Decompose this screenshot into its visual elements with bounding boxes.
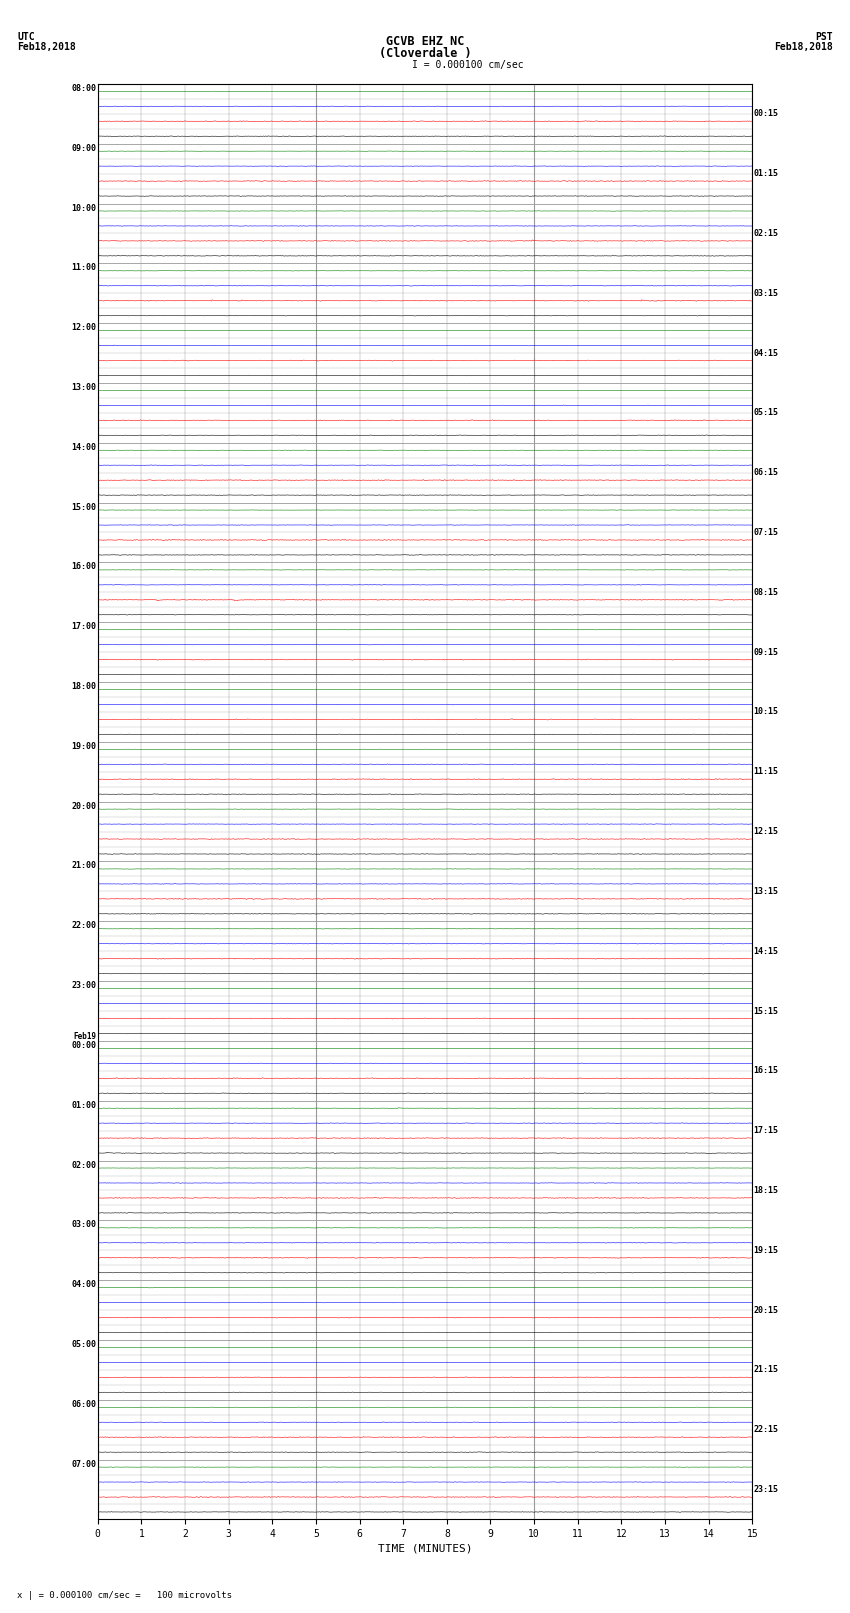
Text: Feb18,2018: Feb18,2018 [17,42,76,52]
Text: 01:00: 01:00 [71,1100,96,1110]
Text: 15:15: 15:15 [754,1007,779,1016]
Text: 09:15: 09:15 [754,648,779,656]
Text: GCVB EHZ NC: GCVB EHZ NC [386,35,464,48]
Text: 04:00: 04:00 [71,1281,96,1289]
Text: 14:00: 14:00 [71,442,96,452]
Text: 03:15: 03:15 [754,289,779,298]
Text: 11:00: 11:00 [71,263,96,273]
Text: 18:00: 18:00 [71,682,96,690]
Text: 14:15: 14:15 [754,947,779,955]
Text: 16:15: 16:15 [754,1066,779,1076]
Text: 00:15: 00:15 [754,110,779,118]
Text: 08:15: 08:15 [754,587,779,597]
Text: 10:15: 10:15 [754,708,779,716]
Text: 01:15: 01:15 [754,169,779,177]
Text: 15:00: 15:00 [71,503,96,511]
Text: 05:00: 05:00 [71,1340,96,1348]
Text: Feb19: Feb19 [73,1032,96,1040]
Text: 06:00: 06:00 [71,1400,96,1408]
Text: 19:15: 19:15 [754,1245,779,1255]
Text: 20:15: 20:15 [754,1305,779,1315]
Text: 05:15: 05:15 [754,408,779,418]
Text: 02:00: 02:00 [71,1161,96,1169]
Text: 07:00: 07:00 [71,1460,96,1468]
Text: 22:00: 22:00 [71,921,96,931]
Text: x | = 0.000100 cm/sec =   100 microvolts: x | = 0.000100 cm/sec = 100 microvolts [17,1590,232,1600]
Text: 20:00: 20:00 [71,802,96,811]
Text: 07:15: 07:15 [754,527,779,537]
Text: 13:00: 13:00 [71,382,96,392]
Text: 21:00: 21:00 [71,861,96,871]
Text: 17:00: 17:00 [71,623,96,631]
Text: 00:00: 00:00 [71,1040,96,1050]
Text: 09:00: 09:00 [71,144,96,153]
Text: I = 0.000100 cm/sec: I = 0.000100 cm/sec [411,60,524,69]
Text: 11:15: 11:15 [754,768,779,776]
Text: 10:00: 10:00 [71,203,96,213]
Text: 04:15: 04:15 [754,348,779,358]
Text: 16:00: 16:00 [71,563,96,571]
Text: 23:15: 23:15 [754,1486,779,1494]
Text: 19:00: 19:00 [71,742,96,750]
Text: 02:15: 02:15 [754,229,779,237]
Text: 23:00: 23:00 [71,981,96,990]
Text: 17:15: 17:15 [754,1126,779,1136]
Text: UTC: UTC [17,32,35,42]
Text: 06:15: 06:15 [754,468,779,477]
Text: 13:15: 13:15 [754,887,779,895]
Text: 03:00: 03:00 [71,1221,96,1229]
X-axis label: TIME (MINUTES): TIME (MINUTES) [377,1544,473,1553]
Text: 18:15: 18:15 [754,1186,779,1195]
Text: PST: PST [815,32,833,42]
Text: 22:15: 22:15 [754,1426,779,1434]
Text: (Cloverdale ): (Cloverdale ) [379,47,471,60]
Text: 12:00: 12:00 [71,323,96,332]
Text: 08:00: 08:00 [71,84,96,94]
Text: 21:15: 21:15 [754,1366,779,1374]
Text: Feb18,2018: Feb18,2018 [774,42,833,52]
Text: 12:15: 12:15 [754,827,779,836]
